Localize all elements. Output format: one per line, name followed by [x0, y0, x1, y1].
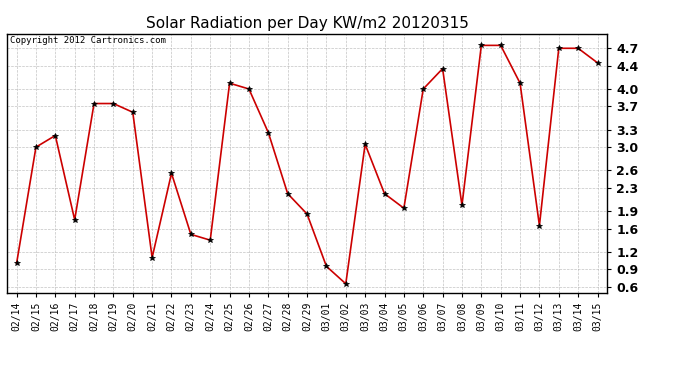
Text: Copyright 2012 Cartronics.com: Copyright 2012 Cartronics.com — [10, 36, 166, 45]
Title: Solar Radiation per Day KW/m2 20120315: Solar Radiation per Day KW/m2 20120315 — [146, 16, 469, 31]
